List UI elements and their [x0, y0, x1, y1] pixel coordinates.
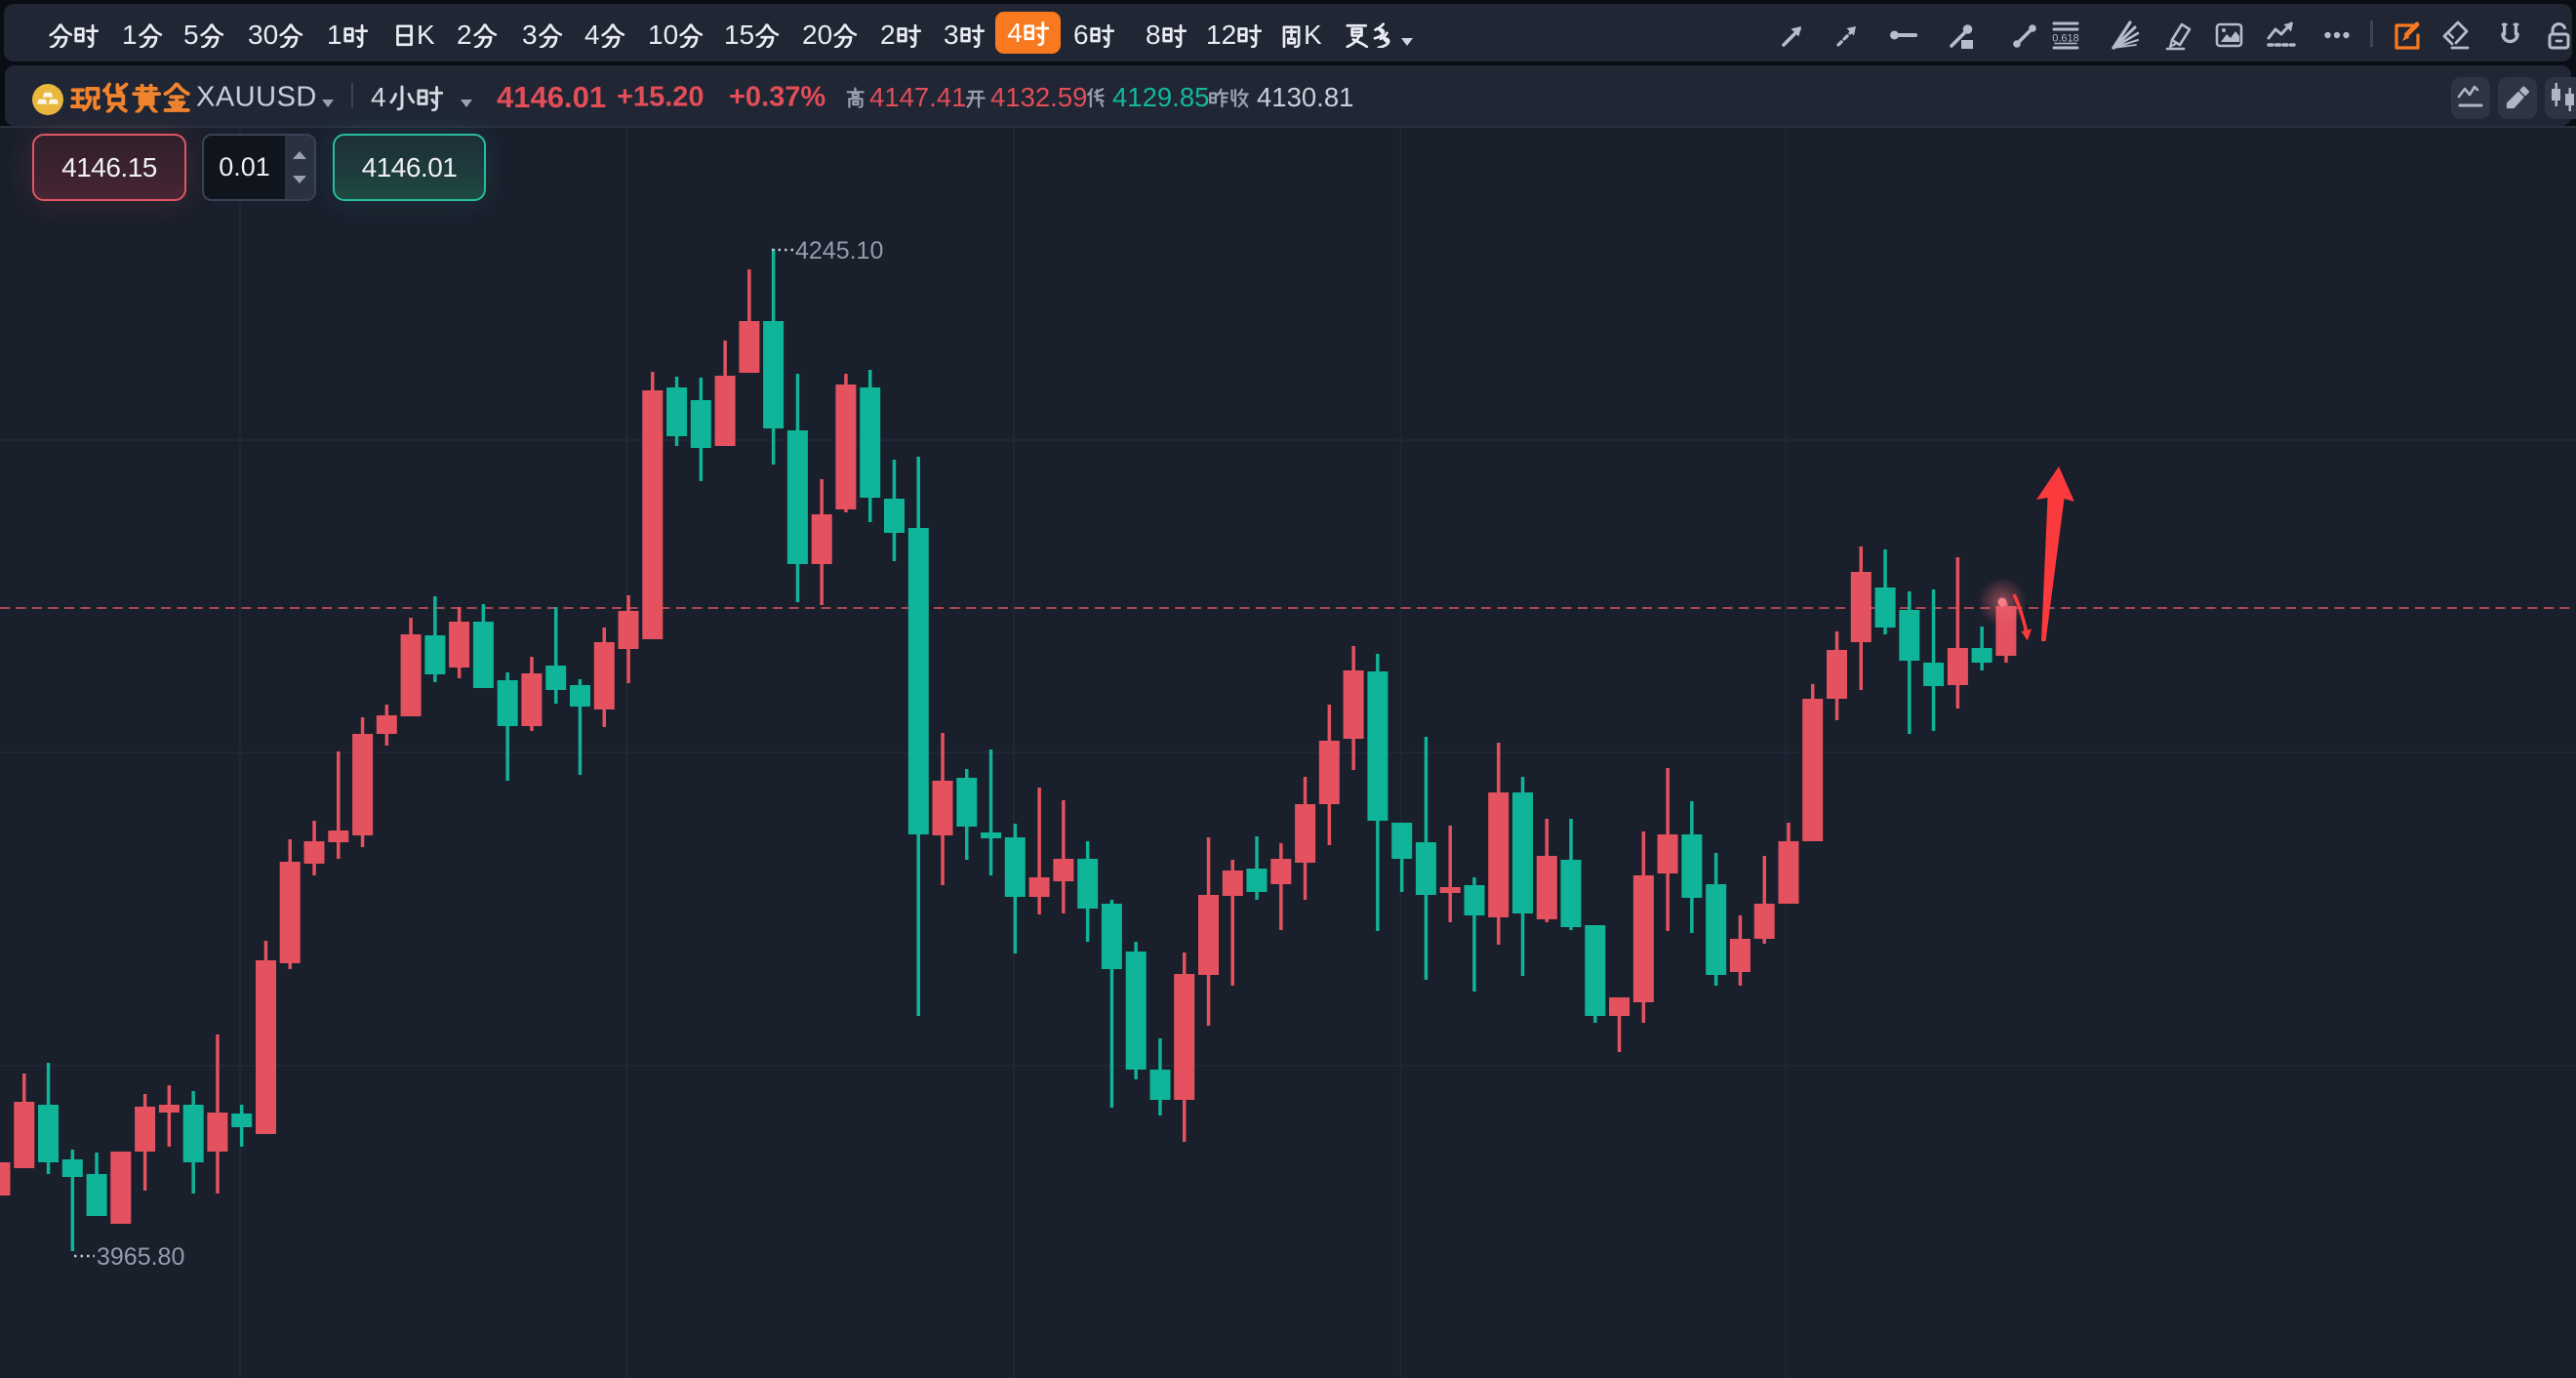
svg-text:0.618: 0.618 [2052, 33, 2079, 45]
svg-text:3965.80: 3965.80 [97, 1243, 184, 1271]
svg-text:4245.10: 4245.10 [795, 237, 883, 264]
